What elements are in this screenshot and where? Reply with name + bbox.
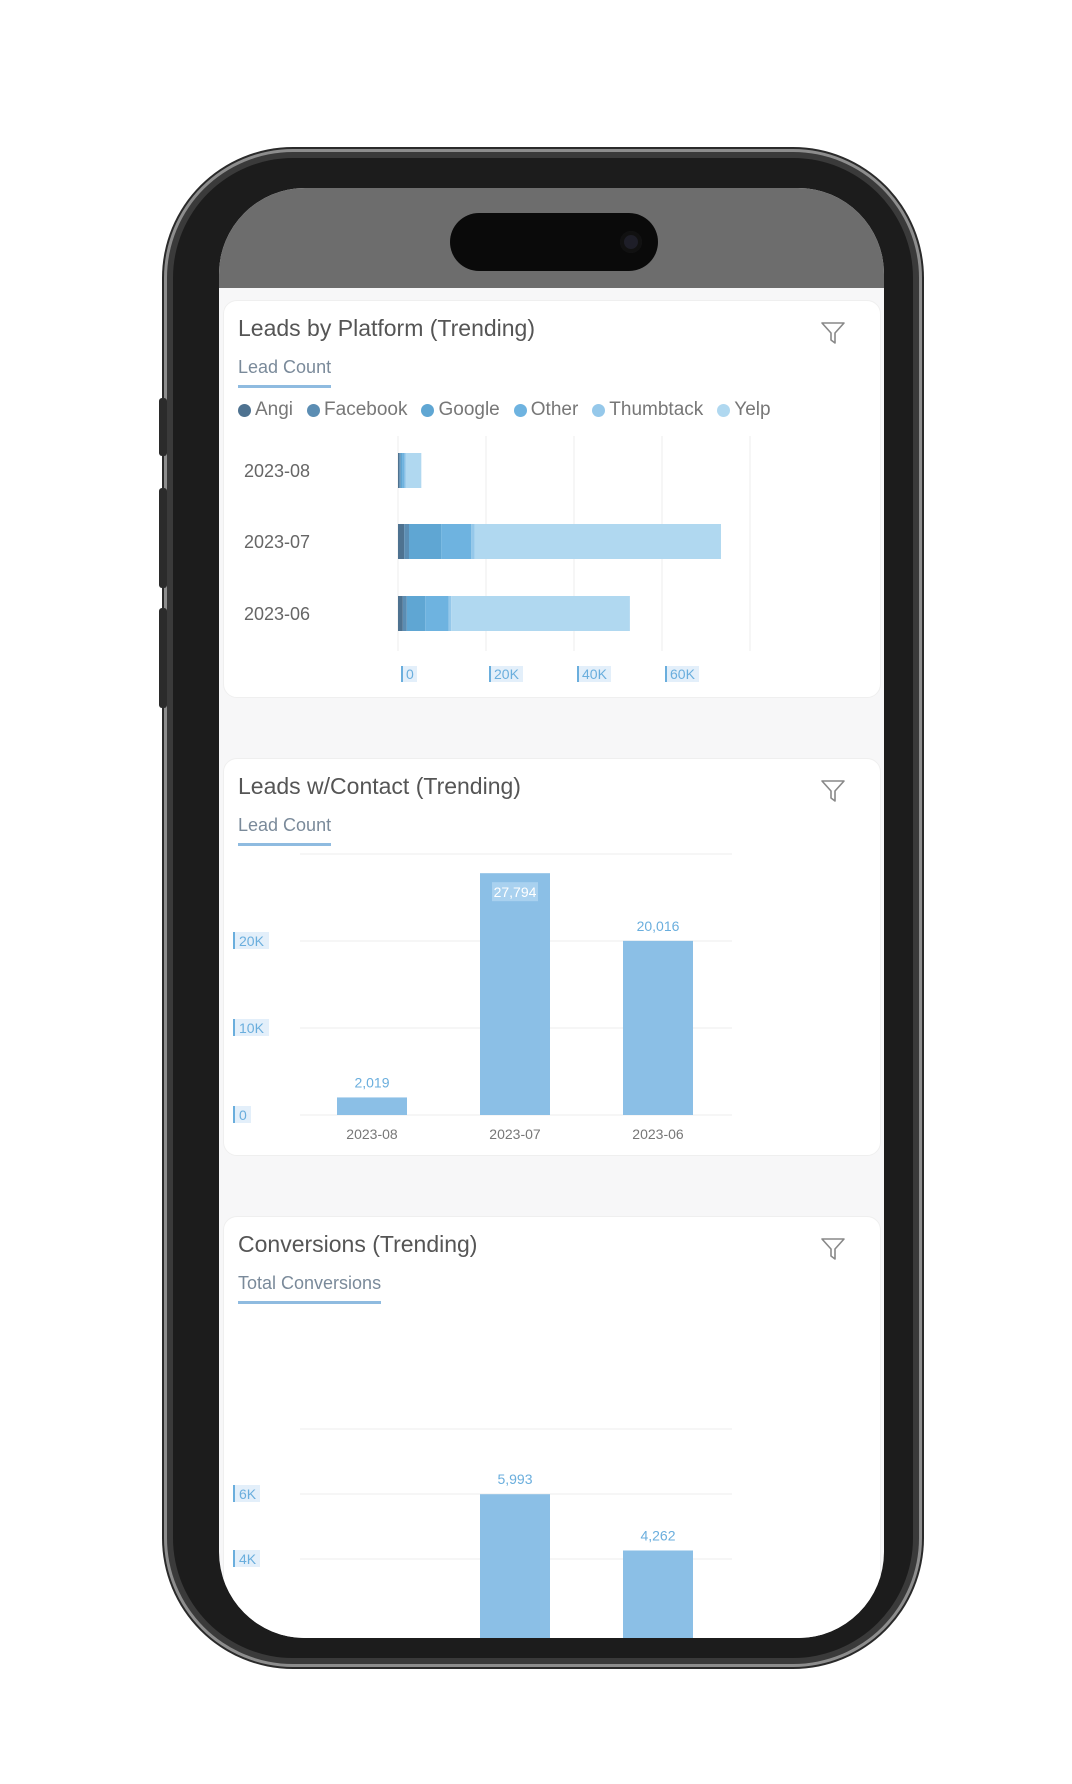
bar-segment-google [400,453,403,488]
bar [337,1097,407,1115]
filter-icon[interactable] [820,779,846,803]
y-tick-label: 0 [239,1107,247,1123]
category-label: 2023-07 [489,1126,541,1142]
legend-item-angi[interactable]: Angi [238,399,293,421]
bar [623,940,693,1115]
legend-dot [307,403,321,417]
legend-dot [592,403,606,417]
chart-legend: Angi Facebook Google Other Thumbtack Yelp [238,399,771,421]
legend-label: Yelp [734,399,771,420]
bar-segment-yelp [451,596,630,631]
legend-item-facebook[interactable]: Facebook [307,399,407,421]
y-tick-label: 20K [239,933,265,949]
volume-down-button [159,608,167,708]
bar [480,873,550,1115]
leads-with-contact-chart: 0 10K 20K 2,019 2023-08 27,794 2023-07 20,016 20… [233,853,732,1142]
dynamic-island [450,213,658,271]
filter-icon[interactable] [820,321,846,345]
action-button [159,398,167,456]
status-bar [219,188,884,288]
bar-segment-other [425,596,449,631]
bar-segment-yelp [474,524,721,559]
bar-segment-angi [398,596,403,631]
volume-up-button [159,488,167,588]
legend-label: Facebook [324,399,408,420]
x-tick-label: 0 [406,666,414,682]
legend-dot [421,403,435,417]
category-label: 2023-06 [632,1126,684,1142]
tab-lead-count[interactable]: Lead Count [238,357,332,388]
bar-segment-thumbtack [448,596,452,631]
tick-bg [234,1106,251,1123]
legend-dot [238,403,251,417]
category-label: 2023-08 [346,1126,398,1142]
tick-bg [666,666,699,682]
bar-segment-angi [398,524,405,559]
tick-bg [234,1485,260,1502]
tick-bg [578,666,611,682]
bar-segment-facebook [399,453,401,488]
category-label: 2023-06 [244,604,310,624]
legend-dot [513,403,527,417]
bar [480,1494,550,1638]
tick-bg [234,932,269,949]
data-label: 4,262 [640,1527,675,1543]
data-label: 5,993 [497,1471,532,1487]
legend-item-thumbtack[interactable]: Thumbtack [592,399,703,421]
legend-item-google[interactable]: Google [421,399,500,421]
data-label: 27,794 [494,884,537,900]
category-label: 2023-07 [244,532,310,552]
camera-icon [620,231,642,253]
bar-segment-google [409,524,442,559]
bar [623,1550,693,1638]
x-tick-label: 40K [582,666,608,682]
leads-by-platform-card: Leads by Platform (Trending) Lead Count … [223,300,881,698]
card-title: Leads w/Contact (Trending) [238,773,521,799]
tab-total-conversions[interactable]: Total Conversions [238,1273,382,1304]
y-tick-label: 10K [239,1020,265,1036]
data-label: 20,016 [637,918,680,934]
leads-by-platform-chart: 2023-08 2023-07 2023-06 0 20K 40K 60K [244,436,751,682]
legend-dot [717,403,731,417]
leads-with-contact-card: Leads w/Contact (Trending) Lead Count 0 1… [223,758,881,1156]
label-bg [492,882,538,902]
x-tick-label: 20K [494,666,520,682]
tick-bg [490,666,523,682]
bar-segment-google [406,596,426,631]
bar-segment-other [441,524,472,559]
bar-segment-facebook [402,596,407,631]
bar-segment-facebook [404,524,409,559]
phone-screen: Leads by Platform (Trending) Lead Count … [219,188,884,1638]
card-title: Conversions (Trending) [238,1231,478,1257]
category-label: 2023-08 [244,461,310,481]
legend-label: Other [530,399,579,420]
tick-bg [234,1550,260,1567]
legend-item-yelp[interactable]: Yelp [717,399,771,421]
tab-lead-count[interactable]: Lead Count [238,815,332,846]
tick-bg [234,1019,269,1036]
data-label: 2,019 [354,1074,389,1090]
x-tick-label: 60K [670,666,696,682]
y-tick-label: 6K [239,1486,257,1502]
phone-frame: Leads by Platform (Trending) Lead Count … [159,158,913,1658]
conversions-chart: 4K 6K 5,993 4,262 [233,1428,732,1638]
legend-label: Thumbtack [609,399,704,420]
conversions-card: Conversions (Trending) Total Conversions… [223,1216,881,1638]
card-title: Leads by Platform (Trending) [238,315,536,341]
bar-segment-angi [398,453,400,488]
y-tick-label: 4K [239,1551,257,1567]
bar-segment-thumbtack [471,524,475,559]
legend-label: Google [438,399,500,420]
legend-label: Angi [255,399,294,420]
bar-segment-other [402,453,405,488]
tick-bg [402,666,417,682]
filter-icon[interactable] [820,1237,846,1261]
bar-segment-thumbtack [404,453,406,488]
legend-item-other[interactable]: Other [513,399,579,421]
bar-segment-yelp [405,453,422,488]
